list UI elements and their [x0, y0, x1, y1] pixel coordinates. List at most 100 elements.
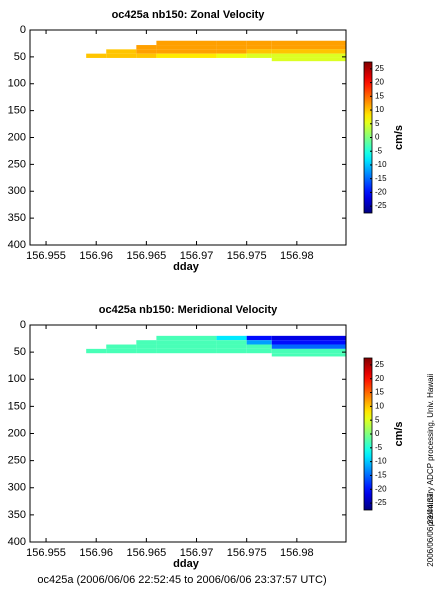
cell [136, 53, 157, 58]
x-axis-label: dday [173, 261, 200, 273]
y-tick-label: 100 [8, 373, 26, 385]
colorbar-tick-label: 20 [375, 78, 384, 87]
y-tick-label: 300 [8, 482, 26, 494]
x-tick-label: 156.97 [180, 547, 214, 559]
cell [246, 348, 272, 354]
x-tick-label: 156.97 [180, 250, 214, 262]
cell [271, 57, 346, 62]
cell [216, 40, 247, 46]
cell [271, 49, 346, 54]
x-tick-label: 156.98 [280, 250, 314, 262]
cell [216, 348, 247, 354]
cell [156, 40, 217, 46]
cell [271, 335, 346, 341]
cell [136, 49, 157, 54]
y-tick-label: 350 [8, 212, 26, 224]
colorbar-tick-label: 15 [375, 91, 384, 100]
cell [246, 40, 272, 46]
side-note: preliminary ADCP processing, Univ. Hawai… [426, 374, 435, 526]
colorbar-tick-label: -20 [375, 188, 387, 197]
cell [271, 40, 346, 46]
y-tick-label: 0 [20, 319, 26, 331]
colorbar-tick-label: 5 [375, 119, 380, 128]
cell [216, 49, 247, 54]
timestamp: 2006/06/06 23:44:37 [426, 493, 435, 567]
y-tick-label: 400 [8, 536, 26, 548]
footer: oc425a (2006/06/06 22:52:45 to 2006/06/0… [37, 574, 326, 586]
x-axis-label: dday [173, 558, 200, 570]
colorbar-tick-label: 15 [375, 388, 384, 397]
cell [271, 344, 346, 349]
colorbar-tick-label: 25 [375, 360, 384, 369]
cell [246, 49, 272, 54]
cell [136, 340, 157, 345]
cell [106, 49, 137, 54]
cell [271, 340, 346, 345]
x-tick-label: 156.975 [227, 250, 267, 262]
colorbar-tick-label: -5 [375, 146, 383, 155]
y-tick-label: 150 [8, 105, 26, 117]
x-tick-label: 156.96 [79, 250, 113, 262]
y-tick-label: 300 [8, 185, 26, 197]
cell [86, 348, 107, 354]
cell [86, 53, 107, 58]
cell [271, 53, 346, 58]
cell [156, 53, 217, 58]
cell [156, 45, 217, 50]
y-tick-label: 400 [8, 239, 26, 251]
colorbar-tick-label: -20 [375, 484, 387, 493]
x-tick-label: 156.965 [126, 547, 166, 559]
cell [246, 335, 272, 341]
cell [271, 348, 346, 354]
x-tick-label: 156.975 [227, 547, 267, 559]
cell [156, 340, 217, 345]
y-tick-label: 350 [8, 509, 26, 521]
plot-frame [29, 324, 347, 543]
y-tick-label: 0 [20, 24, 26, 36]
colorbar-tick-label: -5 [375, 443, 383, 452]
y-tick-label: 200 [8, 427, 26, 439]
cell [271, 45, 346, 50]
colorbar-tick-label: 0 [375, 133, 380, 142]
colorbar-tick-label: -25 [375, 201, 387, 210]
colorbar-tick-label: 0 [375, 429, 380, 438]
plot-title: oc425a nb150: Meridional Velocity [99, 304, 278, 316]
cell [216, 344, 247, 349]
cell [246, 344, 272, 349]
colorbar-tick-label: -10 [375, 160, 387, 169]
cell [106, 344, 137, 349]
cell [106, 348, 137, 354]
y-tick-label: 200 [8, 131, 26, 143]
x-tick-label: 156.955 [26, 547, 66, 559]
cell [216, 335, 247, 341]
cell [216, 45, 247, 50]
colorbar-label: cm/s [393, 125, 405, 150]
colorbar-tick-label: 10 [375, 401, 384, 410]
cell [136, 348, 157, 354]
cell [216, 340, 247, 345]
colorbar-tick-label: -15 [375, 471, 387, 480]
x-tick-label: 156.955 [26, 250, 66, 262]
cell [246, 340, 272, 345]
y-tick-label: 50 [14, 51, 26, 63]
y-tick-label: 250 [8, 455, 26, 467]
cell [246, 53, 272, 58]
cell [156, 348, 217, 354]
plot-title: oc425a nb150: Zonal Velocity [112, 9, 266, 21]
cell [156, 344, 217, 349]
colorbar-tick-label: 20 [375, 374, 384, 383]
cell [156, 335, 217, 341]
y-tick-label: 150 [8, 400, 26, 412]
cell [136, 344, 157, 349]
cell [216, 53, 247, 58]
cell [136, 45, 157, 50]
x-tick-label: 156.98 [280, 547, 314, 559]
colorbar-tick-label: 5 [375, 415, 380, 424]
cell [271, 353, 346, 357]
cell [156, 49, 217, 54]
plot-frame [29, 29, 347, 246]
y-tick-label: 250 [8, 158, 26, 170]
colorbar-tick-label: -25 [375, 498, 387, 507]
colorbar-tick-label: 25 [375, 64, 384, 73]
